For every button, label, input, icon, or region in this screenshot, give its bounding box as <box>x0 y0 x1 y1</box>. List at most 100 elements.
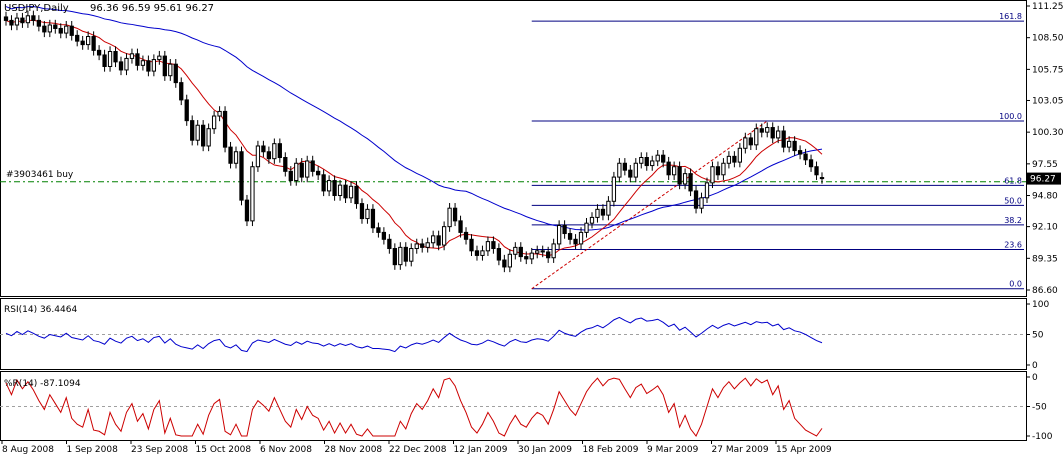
candle-body[interactable] <box>797 150 803 155</box>
price-panel[interactable]: 111.25 108.50 105.75 103.05 100.30 97.55 94.80… <box>0 2 1064 296</box>
candle-body[interactable] <box>567 233 573 240</box>
candle-body[interactable] <box>425 242 430 248</box>
fib-trend-line[interactable] <box>531 120 768 290</box>
candle-body[interactable] <box>354 185 359 205</box>
candle-body[interactable] <box>819 177 825 180</box>
candle-body[interactable] <box>9 19 14 26</box>
candle-body[interactable] <box>3 16 9 21</box>
candle-body[interactable] <box>266 151 272 160</box>
candle-body[interactable] <box>250 166 255 222</box>
candle-body[interactable] <box>535 250 540 254</box>
candle-body[interactable] <box>168 63 173 77</box>
candle-body[interactable] <box>491 241 496 250</box>
candle-body[interactable] <box>316 170 321 176</box>
candle-body[interactable] <box>551 243 556 259</box>
candle-body[interactable] <box>42 25 47 33</box>
candle-body[interactable] <box>179 82 184 101</box>
candle-body[interactable] <box>578 231 584 245</box>
candle-body[interactable] <box>431 235 436 244</box>
candle-body[interactable] <box>69 25 74 36</box>
candle-body[interactable] <box>710 166 715 184</box>
candle-body[interactable] <box>146 60 151 72</box>
candle-body[interactable] <box>606 200 611 216</box>
candle-body[interactable] <box>469 238 474 252</box>
candle-body[interactable] <box>786 140 792 148</box>
candle-body[interactable] <box>222 110 228 148</box>
candle-body[interactable] <box>726 155 732 164</box>
candle-body[interactable] <box>283 157 288 172</box>
candle-body[interactable] <box>31 15 36 21</box>
candle-body[interactable] <box>650 160 655 167</box>
candle-body[interactable] <box>228 146 233 164</box>
candle-body[interactable] <box>562 224 567 235</box>
candle-body[interactable] <box>463 231 469 240</box>
candle-body[interactable] <box>233 151 239 164</box>
candle-body[interactable] <box>628 169 633 178</box>
candle-body[interactable] <box>53 24 58 29</box>
candle-body[interactable] <box>589 216 595 224</box>
candle-body[interactable] <box>513 246 518 255</box>
candle-body[interactable] <box>91 36 96 51</box>
candle-body[interactable] <box>64 25 69 34</box>
candle-body[interactable] <box>217 110 222 117</box>
candle-body[interactable] <box>305 160 310 178</box>
candle-body[interactable] <box>737 147 742 163</box>
candle-body[interactable] <box>272 143 277 160</box>
candle-body[interactable] <box>124 57 129 71</box>
candle-body[interactable] <box>151 59 157 72</box>
candle-body[interactable] <box>403 246 408 262</box>
candle-body[interactable] <box>348 185 354 199</box>
candle-body[interactable] <box>337 184 343 197</box>
candle-body[interactable] <box>332 180 337 197</box>
candle-body[interactable] <box>211 115 217 130</box>
candle-body[interactable] <box>540 250 545 253</box>
candle-body[interactable] <box>376 227 381 233</box>
candle-body[interactable] <box>759 128 764 133</box>
candle-body[interactable] <box>288 170 293 182</box>
candle-body[interactable] <box>173 63 178 84</box>
candle-body[interactable] <box>622 162 627 171</box>
candle-body[interactable] <box>666 161 671 176</box>
candle-body[interactable] <box>611 176 617 202</box>
candle-body[interactable] <box>546 251 551 259</box>
candle-body[interactable] <box>96 49 102 56</box>
candle-body[interactable] <box>299 162 304 178</box>
candle-body[interactable] <box>474 250 480 256</box>
candle-body[interactable] <box>58 27 63 34</box>
candle-body[interactable] <box>195 124 200 141</box>
candle-body[interactable] <box>715 166 721 176</box>
candle-body[interactable] <box>102 54 107 67</box>
candle-body[interactable] <box>201 124 206 147</box>
candle-body[interactable] <box>644 157 649 167</box>
candle-body[interactable] <box>414 243 419 250</box>
candle-body[interactable] <box>436 235 441 246</box>
candle-body[interactable] <box>47 24 52 33</box>
candle-body[interactable] <box>688 173 693 192</box>
candle-body[interactable] <box>584 222 589 233</box>
candle-body[interactable] <box>496 248 502 261</box>
candle-body[interactable] <box>343 184 348 199</box>
candle-body[interactable] <box>573 238 578 245</box>
candle-body[interactable] <box>441 226 447 246</box>
candle-body[interactable] <box>765 127 770 133</box>
candle-body[interactable] <box>677 166 682 185</box>
candle-body[interactable] <box>814 166 819 176</box>
candle-body[interactable] <box>75 34 80 42</box>
candle-body[interactable] <box>255 145 261 168</box>
candle-body[interactable] <box>321 174 326 192</box>
candle-body[interactable] <box>556 224 562 245</box>
candle-body[interactable] <box>639 157 644 164</box>
candle-body[interactable] <box>14 17 20 26</box>
candle-body[interactable] <box>135 53 140 66</box>
candle-body[interactable] <box>704 182 710 199</box>
candle-body[interactable] <box>370 208 376 229</box>
candle-body[interactable] <box>244 199 250 222</box>
candle-body[interactable] <box>398 246 403 266</box>
candle-body[interactable] <box>140 60 146 66</box>
candle-body[interactable] <box>387 238 392 250</box>
candle-body[interactable] <box>781 130 786 148</box>
candle-body[interactable] <box>524 256 529 260</box>
candle-body[interactable] <box>36 19 42 27</box>
candle-body[interactable] <box>80 40 85 46</box>
